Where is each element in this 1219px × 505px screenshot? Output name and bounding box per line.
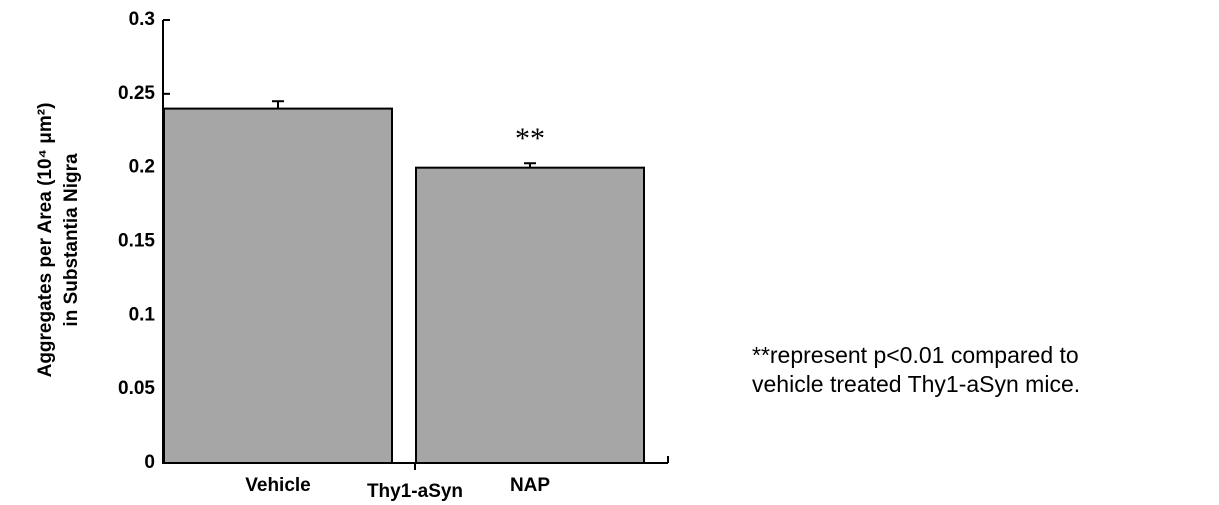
x-axis-label: Thy1-aSyn bbox=[367, 481, 463, 502]
y-axis-label: Aggregates per Area (10⁴ μm²) bbox=[35, 103, 56, 378]
x-tick-label: Vehicle bbox=[245, 475, 311, 496]
x-tick-label: NAP bbox=[510, 475, 550, 496]
y-tick-label: 0.2 bbox=[129, 157, 155, 178]
note: **represent p<0.01 compared to bbox=[752, 342, 1079, 368]
bar bbox=[163, 107, 393, 464]
y-tick-label: 0.15 bbox=[118, 231, 155, 252]
annotation: ** bbox=[515, 122, 545, 155]
bar bbox=[415, 166, 645, 465]
y-axis-label: in Substantia Nigra bbox=[61, 153, 82, 327]
y-tick-label: 0.25 bbox=[118, 83, 155, 104]
y-tick-label: 0.05 bbox=[118, 378, 155, 399]
y-tick-label: 0.3 bbox=[129, 9, 155, 30]
y-tick-label: 0.1 bbox=[129, 304, 156, 325]
y-tick-label: 0 bbox=[144, 452, 155, 473]
note: vehicle treated Thy1-aSyn mice. bbox=[752, 371, 1080, 397]
